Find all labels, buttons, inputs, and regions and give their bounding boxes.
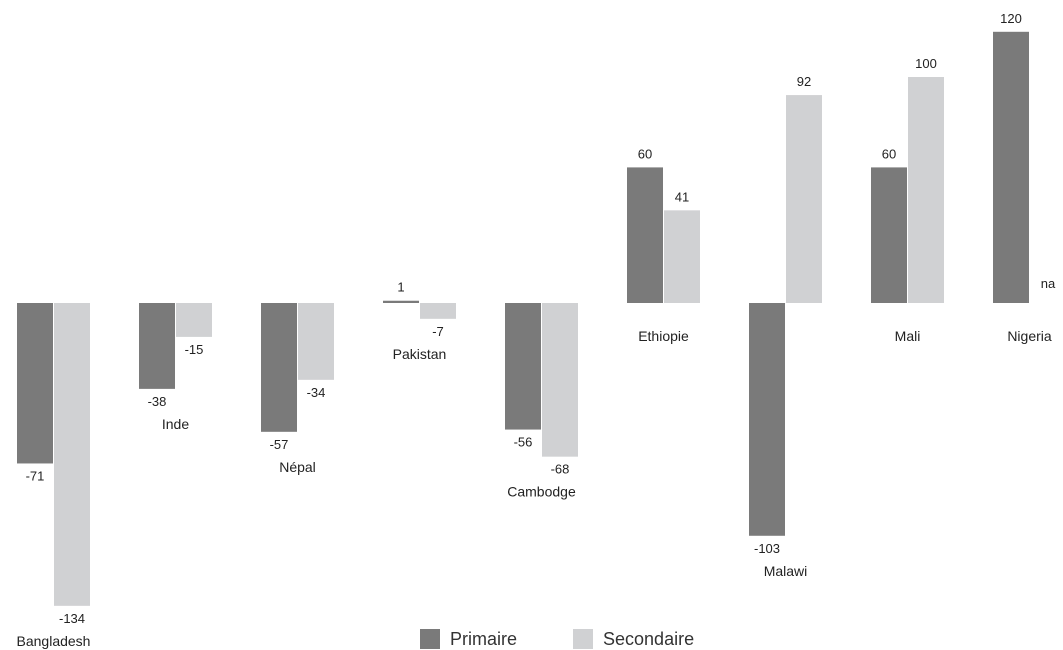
- bar-nepal-primaire: [261, 303, 297, 432]
- legend-label-primaire: Primaire: [450, 628, 518, 649]
- value-label-nigeria-secondaire: na: [1041, 276, 1056, 291]
- value-label-mali-secondaire: 100: [915, 56, 937, 71]
- category-label-inde: Inde: [162, 416, 189, 432]
- bar-ethiopie-primaire: [627, 167, 663, 303]
- bar-cambodge-secondaire: [542, 303, 578, 457]
- legend: Primaire Secondaire: [420, 628, 694, 650]
- value-label-malawi-secondaire: 92: [797, 74, 811, 89]
- bar-ethiopie-secondaire: [664, 210, 700, 303]
- value-label-nepal-secondaire: -34: [307, 385, 326, 400]
- legend-swatch-secondaire: [573, 629, 594, 649]
- value-label-pakistan-secondaire: -7: [432, 324, 444, 339]
- legend-item-secondaire: Secondaire: [573, 629, 694, 650]
- value-label-inde-primaire: -38: [148, 394, 167, 409]
- category-label-malawi: Malawi: [764, 563, 808, 579]
- category-label-cambodge: Cambodge: [507, 484, 576, 500]
- value-label-cambodge-secondaire: -68: [551, 462, 570, 477]
- category-label-ethiopie: Ethiopie: [638, 328, 689, 344]
- legend-item-primaire: Primaire: [420, 629, 517, 650]
- value-label-pakistan-primaire: 1: [397, 280, 404, 295]
- category-label-nigeria: Nigeria: [1007, 328, 1052, 344]
- value-label-ethiopie-primaire: 60: [638, 146, 652, 161]
- value-label-ethiopie-secondaire: 41: [675, 189, 689, 204]
- bar-mali-secondaire: [908, 77, 944, 303]
- bar-cambodge-primaire: [505, 303, 541, 430]
- bar-nepal-secondaire: [298, 303, 334, 380]
- value-label-nepal-primaire: -57: [270, 437, 289, 452]
- category-label-nepal: Népal: [279, 459, 316, 475]
- bar-bangladesh-secondaire: [54, 303, 90, 606]
- category-label-pakistan: Pakistan: [393, 346, 447, 362]
- category-label-bangladesh: Bangladesh: [17, 633, 91, 649]
- value-label-bangladesh-secondaire: -134: [59, 611, 85, 626]
- bar-malawi-primaire: [749, 303, 785, 536]
- bar-pakistan-primaire: [383, 300, 419, 303]
- bar-pakistan-secondaire: [420, 303, 456, 319]
- category-label-mali: Mali: [895, 328, 921, 344]
- value-label-bangladesh-primaire: -71: [26, 468, 45, 483]
- bar-nigeria-primaire: [993, 31, 1029, 304]
- bar-bangladesh-primaire: [17, 303, 53, 464]
- bar-mali-primaire: [871, 167, 907, 303]
- bar-inde-secondaire: [176, 303, 212, 337]
- value-label-mali-primaire: 60: [882, 146, 896, 161]
- bar-malawi-secondaire: [786, 95, 822, 303]
- value-label-inde-secondaire: -15: [185, 342, 204, 357]
- legend-swatch-primaire: [420, 629, 440, 649]
- value-label-nigeria-primaire: 120: [1000, 11, 1022, 26]
- value-label-malawi-primaire: -103: [754, 541, 780, 556]
- bar-inde-primaire: [139, 303, 175, 389]
- legend-label-secondaire: Secondaire: [603, 628, 695, 649]
- value-label-cambodge-primaire: -56: [514, 435, 533, 450]
